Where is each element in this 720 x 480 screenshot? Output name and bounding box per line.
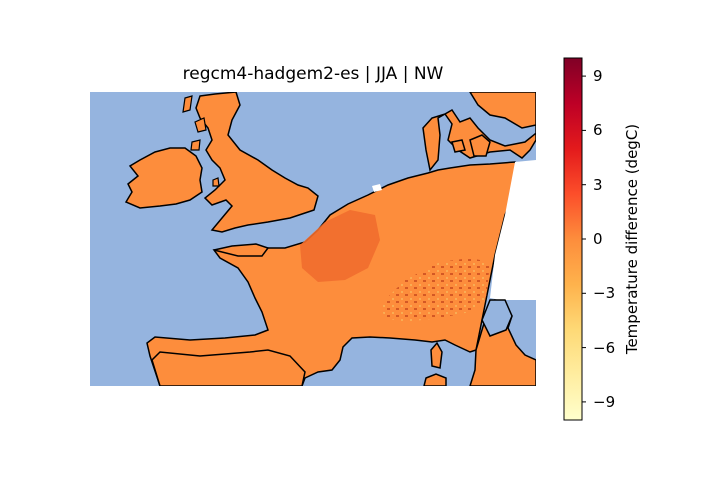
- no-data-mask-east: [536, 92, 545, 160]
- colorbar-tick-label: 6: [593, 121, 603, 140]
- colorbar-tick-label: 9: [593, 67, 603, 86]
- netherlands-inlet: [372, 184, 382, 192]
- colorbar-tick-label: 3: [593, 175, 603, 194]
- corsica-land: [430, 341, 443, 369]
- denmark-land: [422, 92, 536, 172]
- colorbar-tick-label: −9: [593, 392, 616, 411]
- temperature-field: [124, 92, 545, 386]
- zealand-land: [469, 134, 491, 157]
- colorbar-ticks: [582, 75, 586, 403]
- brittany-land: [213, 243, 270, 257]
- colorbar-label: Temperature difference (degC): [623, 123, 641, 355]
- ireland-land: [124, 147, 203, 209]
- colorbar: [563, 57, 583, 421]
- sardinia-land: [423, 373, 447, 386]
- great-britain-land: [195, 92, 319, 233]
- funen-land: [451, 139, 466, 153]
- colorbar-tick-label: −6: [593, 338, 616, 357]
- alpine-speckle: [380, 258, 490, 322]
- isle-of-man-land: [212, 177, 220, 187]
- italy-coast: [481, 299, 513, 337]
- skye-land: [194, 117, 207, 133]
- spain-land: [151, 349, 306, 386]
- warm-anomaly-patch: [300, 210, 380, 282]
- map-title: regcm4-hadgem2-es | JJA | NW: [182, 64, 444, 84]
- colorbar-tick-label: −3: [593, 284, 616, 303]
- islay-land: [190, 139, 201, 151]
- scandinavia-land: [469, 92, 536, 129]
- hebrides-land: [182, 95, 193, 113]
- no-data-mask: [490, 160, 536, 300]
- colorbar-tick-label: 0: [593, 230, 603, 248]
